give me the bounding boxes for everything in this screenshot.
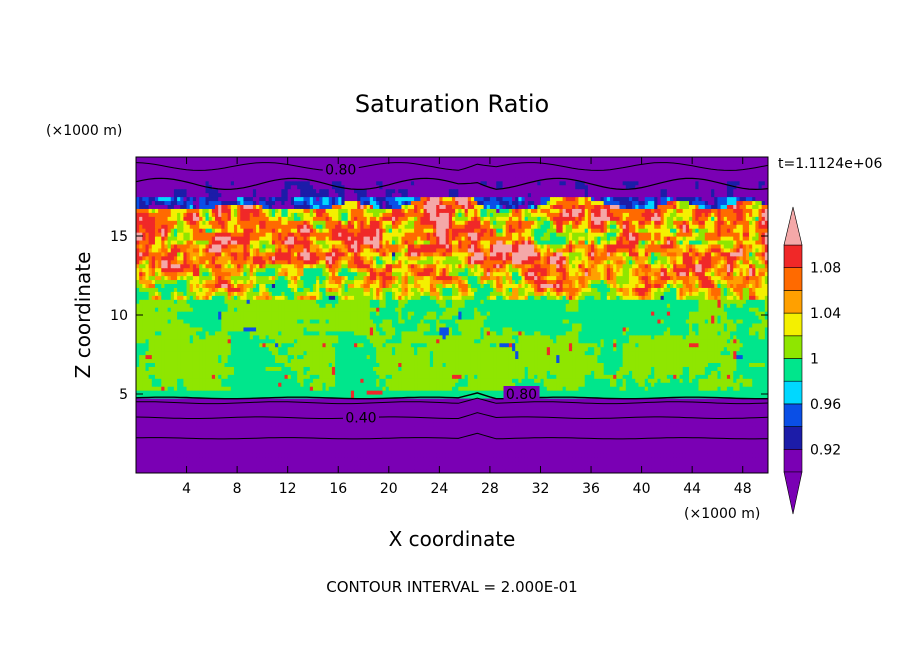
y-unit-label: (×1000 m) [46,123,122,139]
time-label: t=1.1124e+06 [778,156,882,172]
saturation-field [136,157,769,474]
chart-title: Saturation Ratio [355,90,549,118]
